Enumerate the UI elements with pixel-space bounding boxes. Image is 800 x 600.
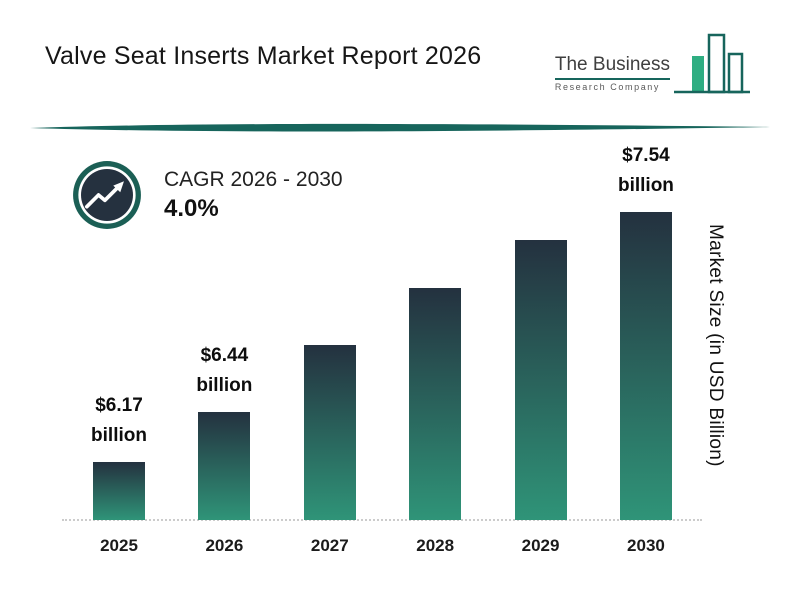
bar-column-2029: 2029: [492, 140, 590, 555]
bar-value-label-2026: $6.44 billion: [196, 345, 253, 396]
cagr-value: 4.0%: [164, 194, 219, 222]
bar-value-label-2025: $6.17 billion: [91, 395, 147, 446]
bar-2030: [619, 212, 672, 520]
x-axis-tick-2025: 2025: [100, 536, 138, 555]
bar-column-2027: 2027: [281, 140, 379, 555]
bar-2029: [514, 240, 567, 520]
x-axis-baseline: [62, 519, 702, 521]
bar-column-2028: 2028: [386, 140, 484, 555]
bar-2028: [409, 288, 462, 520]
bar-value-label-2030: $7.54 billion: [617, 145, 674, 196]
x-axis-tick-2030: 2030: [627, 536, 665, 555]
cagr-label: CAGR 2026 - 2030: [164, 167, 343, 191]
bar-column-2026: $6.44 billion 2026: [175, 140, 273, 555]
x-axis-tick-2029: 2029: [521, 536, 560, 555]
logo-name: The Business: [554, 54, 670, 80]
x-axis-tick-2028: 2028: [416, 536, 455, 555]
divider-line: [30, 123, 770, 132]
bar-2026: [198, 412, 251, 520]
cagr-texts: CAGR 2026 - 2030 4.0%: [164, 168, 343, 223]
company-logo-text: The Business Research Company: [554, 54, 670, 102]
cagr-badge: CAGR 2026 - 2030 4.0%: [72, 160, 343, 230]
bar-2025: [93, 462, 145, 520]
logo-subname: Research Company: [554, 82, 661, 92]
bar-column-2025: $6.17 billion 2025: [70, 140, 168, 555]
bar-column-2030: $7.54 billion 2030: [597, 140, 695, 555]
x-axis-tick-2026: 2026: [205, 536, 244, 555]
bar-2027: [303, 345, 356, 520]
page-title: Valve Seat Inserts Market Report 2026: [45, 42, 482, 70]
trend-up-icon: [73, 161, 141, 229]
x-axis-tick-2027: 2027: [310, 536, 349, 555]
logo-bars-icon: [674, 33, 750, 94]
y-axis-label: Market Size (in USD Billion): [705, 224, 726, 467]
company-logo: The Business Research Company: [554, 30, 752, 102]
bar-chart: $6.17 billion 2025 $6.44 billion 2026 2027 2028…: [70, 140, 695, 555]
